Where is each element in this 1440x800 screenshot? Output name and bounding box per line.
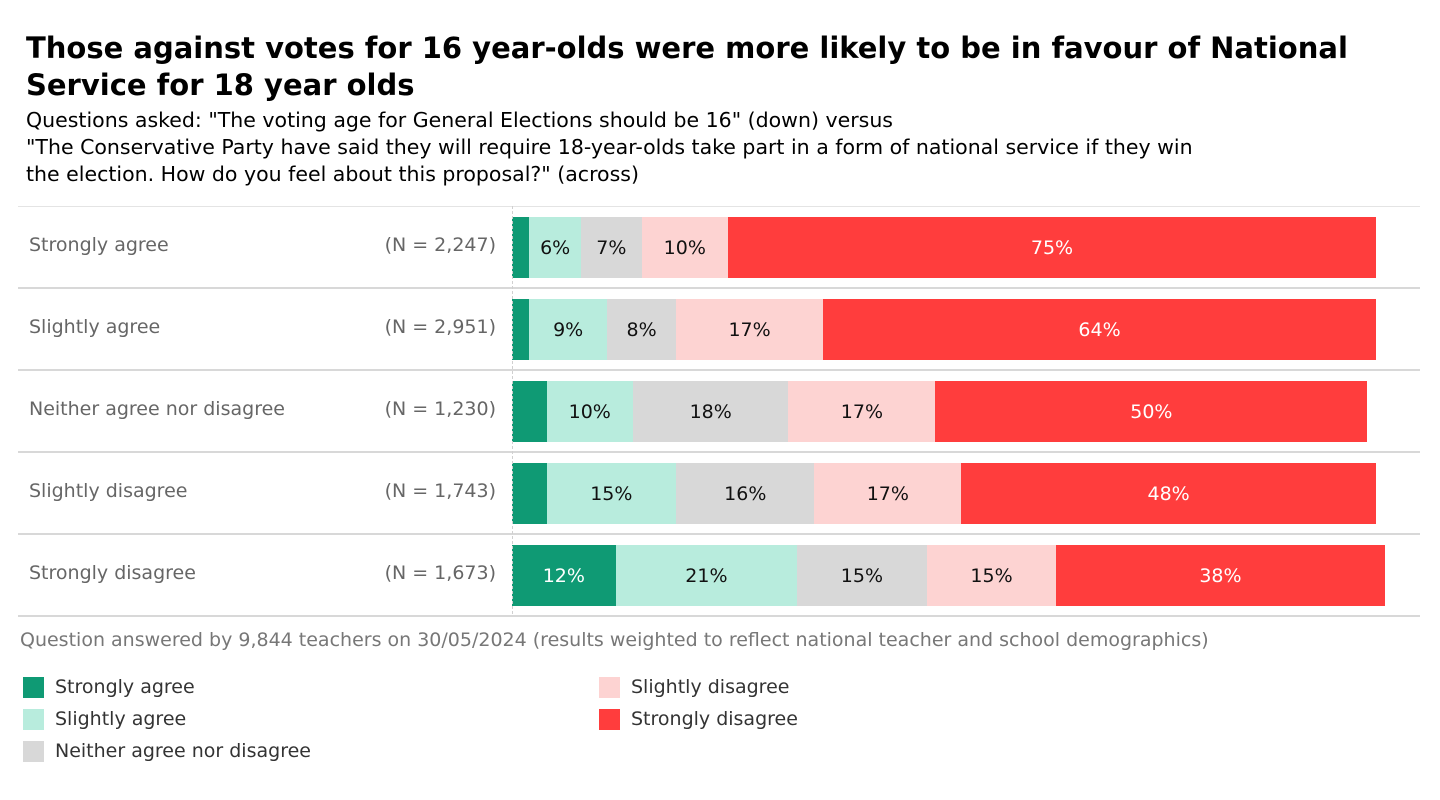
bar-segment: 50% [935, 381, 1368, 442]
data-label: 64% [1078, 318, 1121, 341]
row-separator [18, 533, 1420, 535]
data-label: 15% [840, 564, 884, 587]
subtitle-line: Questions asked: "The voting age for Gen… [26, 108, 893, 132]
data-label: 16% [724, 482, 767, 505]
row-separator [18, 287, 1420, 289]
legend-label: Slightly agree [55, 708, 187, 730]
category-label: Neither agree nor disagree [29, 398, 285, 420]
bar-segment [512, 217, 530, 278]
bar-segment: 75% [728, 217, 1376, 278]
category-n-label: (N = 1,230) [384, 398, 496, 420]
legend-label: Slightly disagree [631, 676, 790, 698]
legend-item: Strongly agree [23, 676, 195, 698]
data-label: 8% [626, 318, 657, 341]
bar-segment: 21% [615, 545, 798, 606]
bar-segment: 10% [641, 217, 728, 278]
category-label: Strongly agree [29, 234, 169, 256]
category-n-label: (N = 1,743) [384, 480, 496, 502]
bar-segment: 7% [581, 217, 642, 278]
row-separator [18, 206, 1420, 207]
bar-segment: 64% [823, 299, 1376, 360]
bar-segment: 17% [788, 381, 936, 442]
data-label: 10% [663, 236, 706, 259]
data-label: 10% [568, 400, 611, 423]
bar-segment: 15% [926, 545, 1057, 606]
category-label: Slightly agree [29, 316, 161, 338]
data-label: 15% [590, 482, 633, 505]
legend-label: Strongly disagree [631, 708, 798, 730]
legend-label: Strongly agree [55, 676, 195, 698]
legend-swatch [23, 708, 44, 730]
row-separator [18, 615, 1420, 617]
legend-item: Slightly disagree [599, 676, 789, 698]
bar-segment: 8% [607, 299, 677, 360]
bar-segment: 17% [814, 463, 962, 524]
legend-swatch [599, 676, 620, 698]
data-label: 9% [553, 318, 584, 341]
bar-segment [512, 299, 530, 360]
axis-baseline [512, 206, 513, 614]
data-label: 50% [1130, 400, 1173, 423]
data-label: 15% [970, 564, 1013, 587]
legend-item: Slightly agree [23, 708, 186, 730]
footnote: Question answered by 9,844 teachers on 3… [20, 629, 1209, 651]
bar-segment: 6% [529, 217, 582, 278]
bar-segment: 18% [632, 381, 789, 442]
category-n-label: (N = 2,247) [384, 234, 496, 256]
legend-label: Neither agree nor disagree [55, 740, 311, 762]
bar-segment: 9% [529, 299, 608, 360]
bar-segment: 48% [961, 463, 1376, 524]
data-label: 75% [1030, 236, 1074, 259]
subtitle-line: "The Conservative Party have said they w… [26, 135, 1193, 159]
legend-swatch [599, 708, 620, 730]
subtitle-line: the election. How do you feel about this… [26, 162, 639, 186]
category-n-label: (N = 2,951) [384, 316, 496, 338]
data-label: 17% [728, 318, 771, 341]
legend-swatch [23, 740, 44, 762]
category-label: Strongly disagree [29, 562, 196, 584]
data-label: 17% [866, 482, 909, 505]
data-label: 12% [542, 564, 585, 587]
bar-segment: 10% [546, 381, 633, 442]
legend-item: Neither agree nor disagree [23, 740, 311, 762]
legend-swatch [23, 676, 44, 698]
row-separator [18, 369, 1420, 371]
category-n-label: (N = 1,673) [384, 562, 496, 584]
data-label: 7% [596, 236, 627, 259]
chart-subtitle: Questions asked: "The voting age for Gen… [26, 107, 1426, 188]
legend-item: Strongly disagree [599, 708, 798, 730]
bar-segment [512, 463, 547, 524]
bar-segment: 15% [797, 545, 927, 606]
bar-segment: 15% [546, 463, 677, 524]
row-separator [18, 451, 1420, 453]
chart-title: Those against votes for 16 year-olds wer… [26, 31, 1348, 102]
data-label: 17% [840, 400, 884, 423]
bar-segment: 12% [512, 545, 616, 606]
data-label: 48% [1147, 482, 1190, 505]
bar-segment: 38% [1056, 545, 1385, 606]
category-label: Slightly disagree [29, 480, 188, 502]
bar-segment: 16% [676, 463, 815, 524]
data-label: 38% [1199, 564, 1242, 587]
data-label: 21% [685, 564, 728, 587]
bar-segment [512, 381, 547, 442]
data-label: 6% [540, 236, 571, 259]
data-label: 18% [689, 400, 732, 423]
bar-segment: 17% [676, 299, 824, 360]
